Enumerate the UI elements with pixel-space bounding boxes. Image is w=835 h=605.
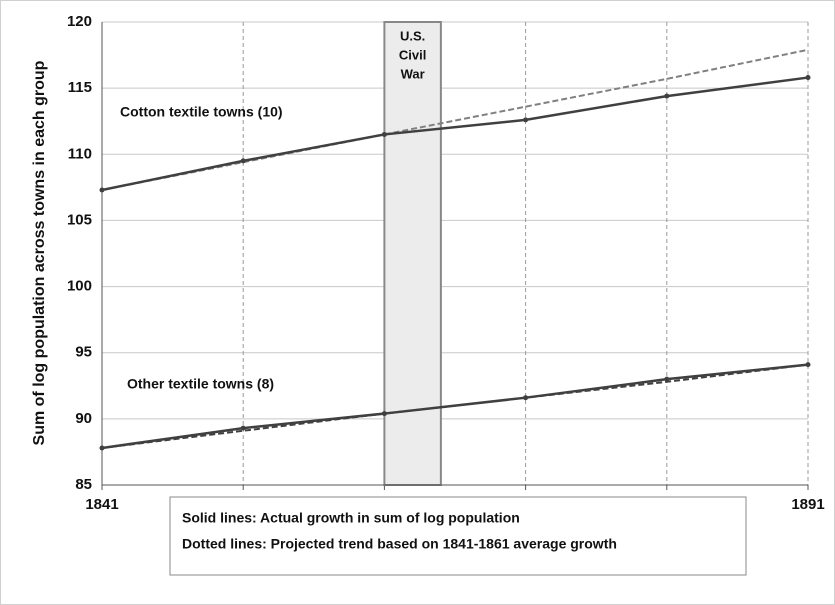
shade-label: War (401, 66, 425, 81)
point (99, 445, 105, 451)
y-tick-label: 105 (67, 211, 92, 228)
notes-box (169, 496, 747, 576)
y-tick-label: 95 (75, 344, 92, 361)
point (805, 75, 811, 81)
y-tick-label: 110 (68, 145, 92, 162)
x-tick-label: 1841 (85, 496, 118, 513)
y-tick-label: 115 (68, 79, 92, 96)
point (523, 395, 529, 401)
note: Solid lines: Actual growth in sum of log… (182, 510, 520, 526)
point (99, 187, 105, 193)
note: Dotted lines: Projected trend based on 1… (182, 536, 617, 552)
shaded-period (383, 21, 442, 486)
point (523, 117, 529, 123)
shade-label: Civil (399, 47, 426, 62)
y-tick-label: 120 (67, 13, 92, 30)
y-tick-label: 85 (75, 476, 92, 493)
point (240, 158, 246, 164)
y-tick-label: 100 (67, 278, 92, 295)
series-label: Other textile towns (8) (127, 376, 274, 392)
y-axis-title: Sum of log population across towns in ea… (31, 60, 48, 445)
series-label: Cotton textile towns (10) (120, 104, 283, 120)
y-tick-label: 90 (75, 410, 92, 427)
actual-line (101, 76, 809, 192)
point (805, 362, 811, 368)
actual-line (101, 363, 809, 450)
point (381, 411, 387, 417)
point (240, 425, 246, 431)
x-tick-label: 1891 (791, 496, 824, 513)
shade-label: U.S. (400, 28, 425, 43)
point (664, 93, 670, 99)
point (664, 376, 670, 382)
point (381, 131, 387, 137)
